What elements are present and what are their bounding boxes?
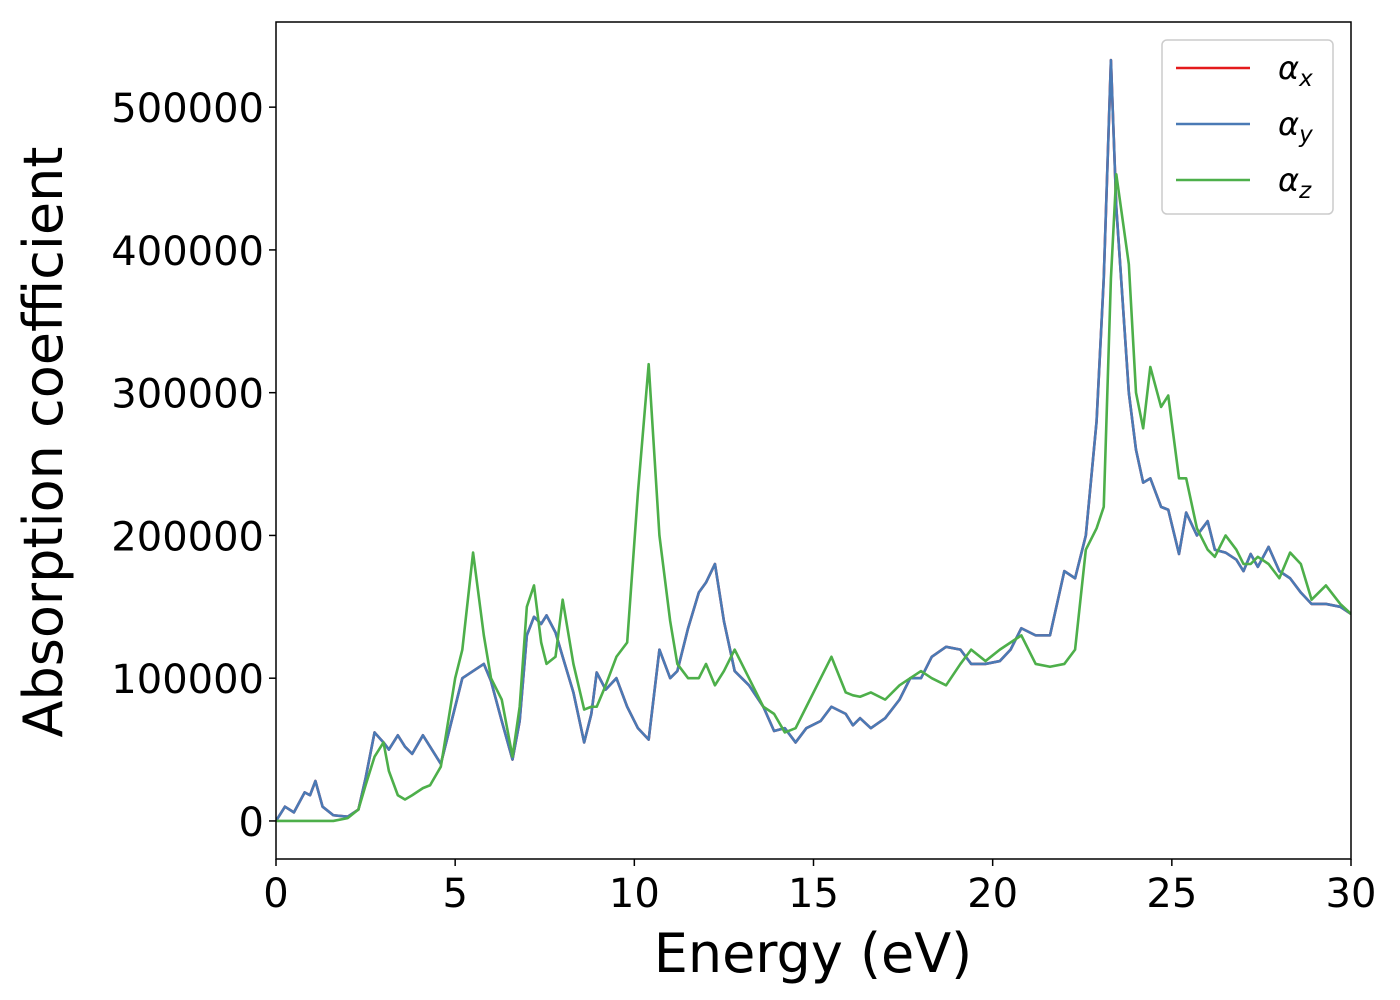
x-tick-label: 20 bbox=[967, 871, 1018, 917]
series-line bbox=[276, 172, 1351, 823]
x-tick-label: 0 bbox=[263, 871, 288, 917]
y-axis-label: Absorption coefficient bbox=[12, 147, 75, 738]
y-tick-label: 400000 bbox=[111, 229, 264, 275]
x-tick-label: 25 bbox=[1146, 871, 1197, 917]
y-tick-label: 300000 bbox=[111, 372, 264, 418]
legend-label: αy bbox=[1278, 105, 1313, 148]
legend-box bbox=[1161, 39, 1334, 215]
legend: αx αy αz bbox=[1161, 39, 1334, 215]
series-line bbox=[276, 58, 1351, 822]
x-tick-label: 5 bbox=[442, 871, 467, 917]
legend-label: αx bbox=[1278, 49, 1313, 92]
x-tick-label: 30 bbox=[1326, 871, 1377, 917]
y-tick-label: 200000 bbox=[111, 514, 264, 560]
y-tick-label: 100000 bbox=[111, 657, 264, 703]
plot-frame bbox=[275, 21, 1352, 860]
x-axis-label: Energy (eV) bbox=[654, 922, 973, 985]
y-tick-label: 0 bbox=[239, 800, 264, 846]
x-tick-label: 10 bbox=[609, 871, 660, 917]
y-tick-label: 500000 bbox=[111, 86, 264, 132]
x-tick-label: 15 bbox=[788, 871, 839, 917]
legend-label: αz bbox=[1278, 161, 1312, 204]
